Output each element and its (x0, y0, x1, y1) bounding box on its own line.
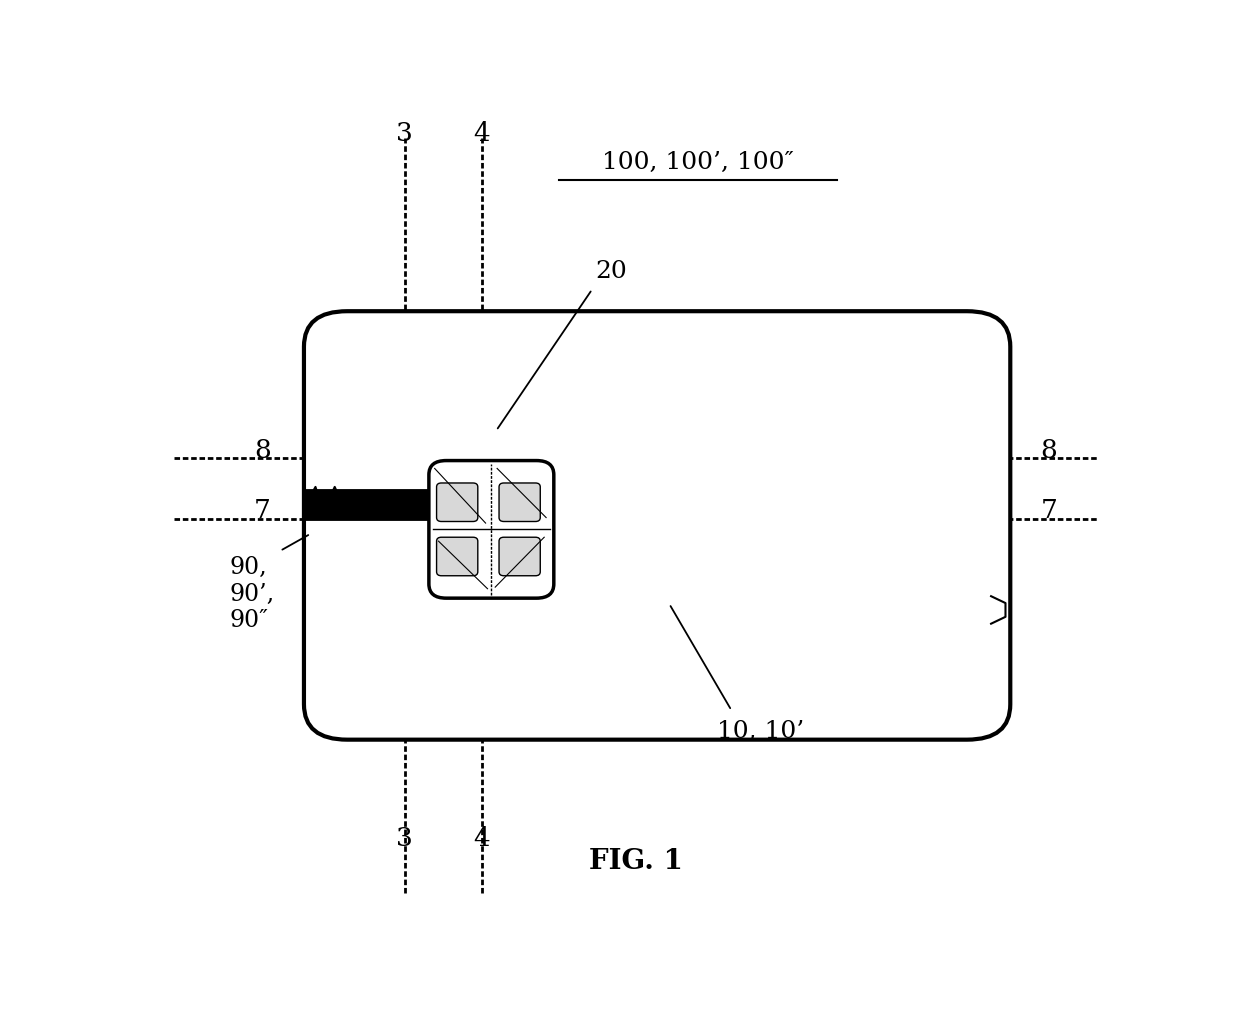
FancyBboxPatch shape (304, 311, 1011, 739)
Text: FIG. 1: FIG. 1 (589, 848, 682, 875)
Text: 4: 4 (474, 826, 490, 852)
Text: 90,
90’,
90″: 90, 90’, 90″ (229, 556, 275, 632)
FancyBboxPatch shape (436, 537, 477, 576)
Text: 7: 7 (254, 498, 272, 524)
Text: 100, 100’, 100″: 100, 100’, 100″ (603, 151, 794, 174)
FancyBboxPatch shape (498, 537, 541, 576)
FancyBboxPatch shape (436, 483, 477, 522)
Text: 20: 20 (595, 260, 627, 284)
FancyBboxPatch shape (498, 483, 541, 522)
Text: 8: 8 (254, 438, 272, 463)
Text: 3: 3 (397, 121, 413, 146)
Text: 8: 8 (1040, 438, 1058, 463)
Text: 7: 7 (1040, 498, 1058, 524)
Text: 3: 3 (397, 826, 413, 852)
Text: 4: 4 (474, 121, 490, 146)
Text: 10, 10’: 10, 10’ (717, 720, 804, 743)
FancyBboxPatch shape (429, 460, 554, 598)
